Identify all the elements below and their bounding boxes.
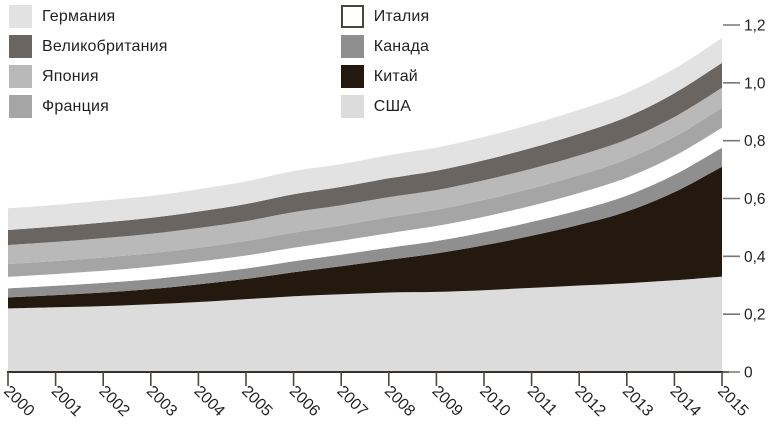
legend-label-canada: Канада [373, 37, 430, 55]
area-japan [8, 87, 722, 265]
legend-item-germany: Германия [9, 5, 168, 28]
legend-swatch-china [340, 65, 364, 88]
legend-swatch-canada [340, 35, 364, 58]
legend-item-japan: Япония [9, 65, 168, 88]
legend-label-china: Китай [373, 67, 418, 85]
x-axis-label: 2008 [381, 383, 418, 420]
y-axis-label: 1,0 [744, 75, 766, 92]
legend-column-2: Италия Канада Китай США [340, 5, 430, 118]
legend-swatch-germany [9, 5, 32, 28]
y-axis-label: 0,2 [744, 307, 766, 324]
y-axis-label: 1,2 [744, 18, 766, 35]
x-axis-label: 2014 [667, 383, 704, 420]
x-axis-label: 2012 [571, 383, 608, 420]
legend-item-canada: Канада [340, 35, 430, 58]
area-uk [8, 62, 722, 246]
legend-swatch-france [9, 95, 32, 118]
area-canada [8, 147, 722, 298]
x-axis-label: 2013 [619, 383, 656, 420]
x-axis-label: 2001 [48, 383, 85, 420]
legend-label-usa: США [373, 97, 412, 115]
legend-swatch-usa [340, 95, 364, 118]
legend-label-germany: Германия [42, 7, 116, 25]
x-axis-label: 2004 [191, 383, 228, 420]
x-axis-label: 2011 [524, 383, 560, 419]
y-axis-label: 0 [744, 365, 753, 382]
x-axis-label: 2000 [0, 383, 37, 420]
x-axis-label: 2009 [429, 383, 466, 420]
y-axis-label: 0,8 [744, 133, 766, 150]
legend-label-france: Франция [42, 97, 109, 115]
x-axis-label: 2003 [143, 383, 180, 420]
legend-label-japan: Япония [42, 67, 99, 85]
chart-legend: Германия Великобритания Япония Франция И… [9, 5, 429, 118]
area-china [8, 166, 722, 309]
legend-item-uk: Великобритания [9, 35, 168, 58]
area-germany [8, 38, 722, 230]
legend-item-france: Франция [9, 95, 168, 118]
area-france [8, 107, 722, 277]
legend-label-italy: Италия [373, 7, 430, 25]
x-axis-label: 2015 [714, 383, 751, 420]
legend-swatch-japan [9, 65, 32, 88]
legend-label-uk: Великобритания [42, 37, 168, 55]
legend-swatch-uk [9, 35, 32, 58]
x-axis-label: 2002 [95, 383, 132, 420]
legend-column-1: Германия Великобритания Япония Франция [9, 5, 168, 118]
legend-item-italy: Италия [340, 5, 430, 28]
x-axis-label: 2005 [238, 383, 275, 420]
x-axis-label: 2007 [333, 383, 370, 420]
y-axis-label: 0,6 [744, 191, 766, 208]
x-axis-label: 2006 [286, 383, 323, 420]
area-usa [8, 276, 722, 372]
area-italy [8, 127, 722, 289]
legend-item-usa: США [340, 95, 430, 118]
legend-swatch-italy [340, 5, 364, 28]
y-axis-label: 0,4 [744, 249, 766, 266]
x-axis-label: 2010 [476, 383, 513, 420]
legend-item-china: Китай [340, 65, 430, 88]
